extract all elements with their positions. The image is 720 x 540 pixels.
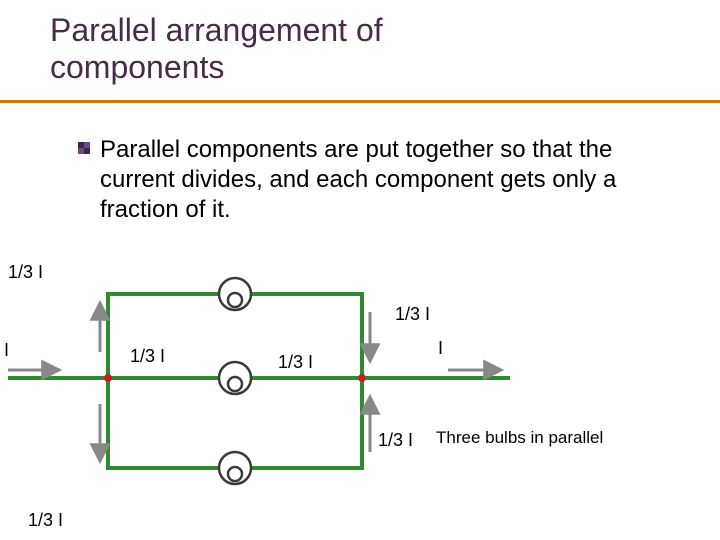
caption: Three bulbs in parallel [436, 428, 603, 448]
bulb-middle [219, 362, 251, 394]
label-bottom-left: 1/3 I [28, 510, 63, 531]
label-top-left: 1/3 I [8, 262, 43, 283]
label-left-I: I [4, 340, 9, 361]
label-mid-center: 1/3 I [278, 352, 313, 373]
circuit-diagram [0, 0, 720, 540]
label-right-I: I [438, 338, 443, 359]
label-bottom-center: 1/3 I [378, 430, 413, 451]
node-left [104, 374, 112, 382]
label-mid-left: 1/3 I [130, 346, 165, 367]
bulb-top [219, 278, 251, 310]
node-right [358, 374, 366, 382]
bulb-bottom [219, 452, 251, 484]
label-top-right: 1/3 I [395, 304, 430, 325]
